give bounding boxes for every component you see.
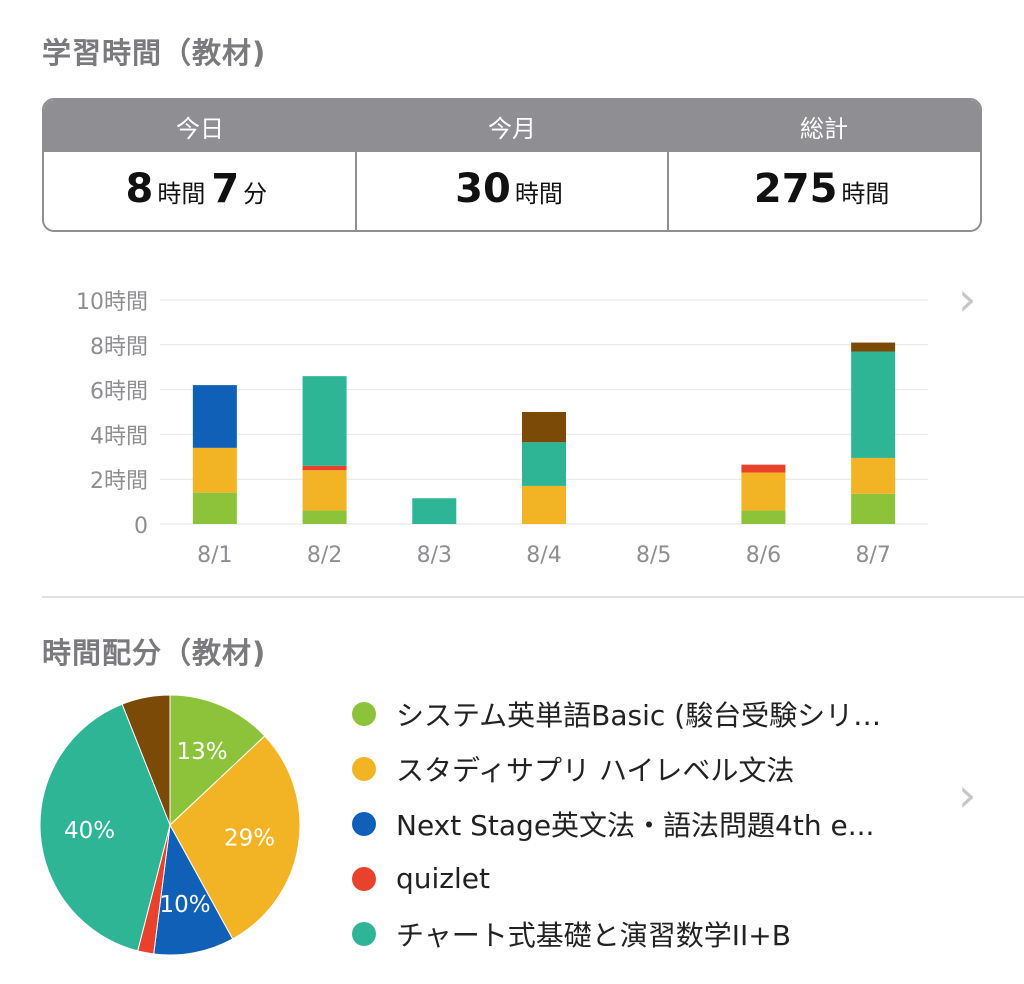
y-tick-label: 8時間	[90, 335, 148, 360]
bar-segment[interactable]	[741, 472, 786, 511]
legend-dot	[352, 921, 376, 946]
today-value: 8 時間 7 分	[44, 152, 355, 230]
x-tick-label: 8/6	[746, 543, 781, 568]
legend-label: チャート式基礎と演習数学II+B	[396, 918, 791, 952]
bar-segment[interactable]	[302, 510, 347, 524]
time-distribution-pie-chart[interactable]: 13% 29% 10% 40%	[30, 690, 320, 970]
bar-segment[interactable]	[412, 498, 457, 524]
pie-legend: システム英単語Basic (駿台受験シリ… スタディサプリ ハイレベル文法 Ne…	[352, 686, 952, 961]
pie-slice-label: 40%	[64, 818, 115, 844]
legend-label: Next Stage英文法・語法問題4th e...	[396, 808, 875, 842]
legend-item: チャート式基礎と演習数学II+B	[352, 906, 952, 961]
legend-item: システム英単語Basic (駿台受験シリ…	[352, 686, 952, 741]
legend-dot	[352, 866, 376, 891]
bar-segment[interactable]	[192, 492, 237, 524]
x-tick-label: 8/5	[636, 543, 671, 568]
legend-item: quizlet	[352, 851, 952, 906]
month-hours: 30	[455, 166, 511, 212]
bar-segment[interactable]	[302, 376, 347, 466]
x-tick-label: 8/7	[855, 543, 890, 568]
bar-segment[interactable]	[851, 351, 896, 458]
x-tick-label: 8/2	[307, 543, 342, 568]
bar-segment[interactable]	[192, 447, 237, 493]
bar-segment[interactable]	[522, 442, 566, 486]
legend-label: システム英単語Basic (駿台受験シリ…	[396, 698, 882, 732]
total-value: 275 時間	[667, 152, 980, 230]
today-hours-unit: 時間	[157, 180, 206, 208]
pie-slice[interactable]	[121, 694, 171, 826]
x-tick-label: 8/1	[197, 543, 232, 568]
pie-slice-label: 29%	[224, 826, 275, 852]
daily-study-bar-chart[interactable]: 0 2時間 4時間 6時間 8時間 10時間 8/1 8/2 8/3 8/4 8/5 8/6 8/7	[0, 270, 1024, 580]
section-title-time-distribution: 時間配分（教材)	[42, 636, 267, 670]
legend-dot	[352, 701, 376, 726]
summary-table: 今日 今月 総計 8 時間 7 分 30 時間 275 時間	[42, 98, 982, 232]
month-hours-unit: 時間	[514, 180, 563, 208]
x-tick-label: 8/3	[417, 543, 452, 568]
chevron-right-icon[interactable]: ›	[958, 272, 977, 326]
today-minutes: 7	[211, 166, 240, 212]
today-hours: 8	[125, 166, 154, 212]
bar-segment[interactable]	[302, 470, 347, 511]
pie-slice[interactable]	[39, 703, 171, 952]
y-tick-label: 0	[134, 514, 148, 539]
pie-slice[interactable]	[153, 823, 234, 956]
legend-label: スタディサプリ ハイレベル文法	[396, 753, 795, 787]
x-tick-label: 8/4	[526, 543, 561, 568]
bar-segment[interactable]	[522, 412, 566, 443]
total-hours: 275	[753, 166, 838, 212]
legend-label: quizlet	[396, 862, 490, 895]
bar-segment[interactable]	[851, 342, 896, 352]
y-tick-label: 4時間	[90, 424, 148, 449]
legend-dot	[352, 756, 376, 781]
header-total: 総計	[800, 114, 848, 143]
section-title-study-time: 学習時間（教材)	[42, 36, 267, 70]
bar-segment[interactable]	[741, 464, 786, 473]
bar-segment[interactable]	[851, 457, 896, 494]
pie-slice-label: 13%	[176, 739, 227, 765]
legend-item: スタディサプリ ハイレベル文法	[352, 741, 952, 796]
pie-slice[interactable]	[169, 735, 301, 940]
y-tick-label: 6時間	[90, 380, 148, 405]
bar-segment[interactable]	[302, 465, 347, 471]
legend-dot	[352, 811, 376, 836]
header-today: 今日	[176, 114, 224, 143]
summary-header-row: 今日 今月 総計	[44, 100, 980, 152]
bar-segment[interactable]	[522, 485, 566, 524]
pie-slice-label: 10%	[160, 892, 211, 918]
bar-segment[interactable]	[851, 493, 896, 524]
summary-value-row: 8 時間 7 分 30 時間 275 時間	[44, 152, 980, 230]
bar-segment[interactable]	[192, 385, 237, 448]
header-this-month: 今月	[488, 114, 536, 143]
chevron-right-icon[interactable]: ›	[958, 768, 977, 822]
legend-item: Next Stage英文法・語法問題4th e...	[352, 796, 952, 851]
y-tick-label: 10時間	[76, 290, 148, 315]
total-hours-unit: 時間	[841, 180, 890, 208]
bar-segment[interactable]	[741, 510, 786, 524]
today-minutes-unit: 分	[243, 180, 268, 208]
y-tick-label: 2時間	[90, 469, 148, 494]
pie-slice[interactable]	[169, 694, 266, 827]
section-divider	[42, 596, 1024, 598]
month-value: 30 時間	[354, 152, 668, 230]
